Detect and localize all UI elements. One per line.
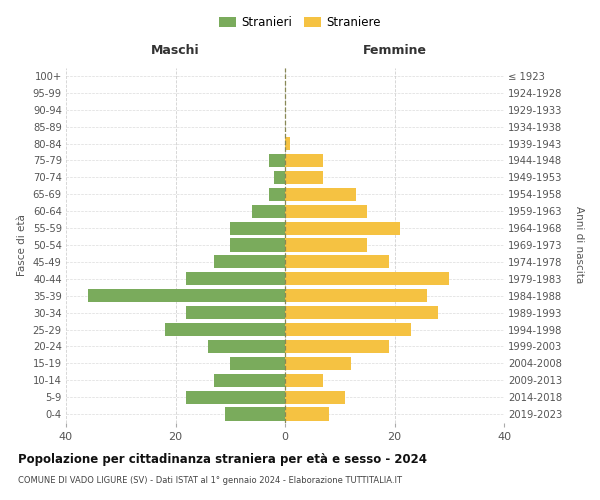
- Bar: [285, 222, 400, 234]
- Bar: [285, 340, 389, 353]
- Bar: [187, 272, 285, 285]
- Bar: [285, 154, 323, 167]
- Bar: [187, 390, 285, 404]
- Y-axis label: Fasce di età: Fasce di età: [17, 214, 27, 276]
- Bar: [269, 154, 285, 167]
- Text: Femmine: Femmine: [362, 44, 427, 58]
- Bar: [285, 374, 323, 387]
- Bar: [88, 289, 285, 302]
- Bar: [285, 408, 329, 420]
- Bar: [214, 256, 285, 268]
- Bar: [285, 204, 367, 218]
- Bar: [274, 171, 285, 184]
- Bar: [285, 289, 427, 302]
- Bar: [214, 374, 285, 387]
- Text: Popolazione per cittadinanza straniera per età e sesso - 2024: Popolazione per cittadinanza straniera p…: [18, 452, 427, 466]
- Legend: Stranieri, Straniere: Stranieri, Straniere: [217, 14, 383, 31]
- Bar: [230, 238, 285, 252]
- Bar: [225, 408, 285, 420]
- Bar: [285, 137, 290, 150]
- Bar: [285, 171, 323, 184]
- Bar: [164, 323, 285, 336]
- Bar: [230, 222, 285, 234]
- Bar: [285, 390, 345, 404]
- Bar: [285, 238, 367, 252]
- Bar: [269, 188, 285, 201]
- Bar: [285, 356, 350, 370]
- Text: Maschi: Maschi: [151, 44, 200, 58]
- Bar: [208, 340, 285, 353]
- Bar: [187, 306, 285, 319]
- Bar: [285, 306, 438, 319]
- Bar: [285, 188, 356, 201]
- Bar: [285, 256, 389, 268]
- Bar: [285, 323, 411, 336]
- Bar: [230, 356, 285, 370]
- Y-axis label: Anni di nascita: Anni di nascita: [574, 206, 584, 284]
- Bar: [285, 272, 449, 285]
- Bar: [252, 204, 285, 218]
- Text: COMUNE DI VADO LIGURE (SV) - Dati ISTAT al 1° gennaio 2024 - Elaborazione TUTTIT: COMUNE DI VADO LIGURE (SV) - Dati ISTAT …: [18, 476, 402, 485]
